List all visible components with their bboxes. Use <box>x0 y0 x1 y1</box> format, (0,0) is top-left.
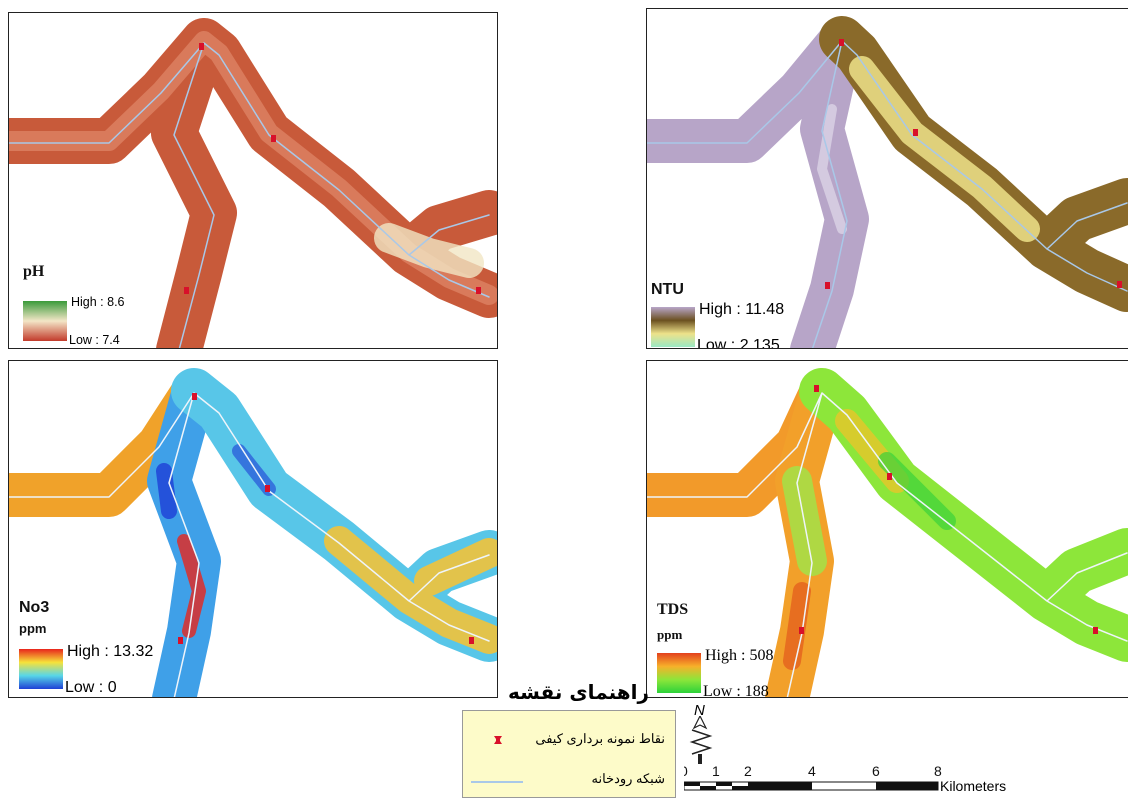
sampling-point <box>1117 281 1122 288</box>
scale-tick-label: 8 <box>934 763 942 779</box>
river-line-icon <box>471 781 523 783</box>
river-network-label: شبکه رودخانه <box>591 771 665 786</box>
map-key-title: راهنمای نقشه <box>508 680 649 704</box>
legend-title: No3 <box>19 599 50 616</box>
ntu-map-svg <box>647 16 1128 348</box>
legend-title: NTU <box>651 281 684 298</box>
ph-legend: pH <box>23 263 44 281</box>
sampling-point <box>199 43 204 50</box>
legend-high: High : 8.6 <box>71 295 125 309</box>
sampling-point <box>1093 627 1098 634</box>
legend-high: High : 508 <box>705 647 774 664</box>
no3-color-ramp <box>19 649 63 689</box>
sampling-point <box>476 287 481 294</box>
map-panel-tds: TDS ppm High : 508 Low : 188 <box>646 360 1128 698</box>
north-arrow-icon <box>689 716 713 764</box>
no3-map-svg <box>9 368 497 697</box>
scale-tick-label: 0 <box>684 763 688 779</box>
legend-unit: ppm <box>657 627 683 642</box>
no3-legend: No3 ppm <box>19 599 49 636</box>
sampling-point <box>184 287 189 294</box>
sampling-point <box>887 473 892 480</box>
ph-map-svg <box>9 18 497 348</box>
sampling-point <box>265 485 270 492</box>
ntu-legend: NTU <box>651 281 684 299</box>
sampling-point <box>814 385 819 392</box>
map-panel-no3: No3 ppm High : 13.32 Low : 0 <box>8 360 498 698</box>
legend-title: pH <box>23 263 45 280</box>
sampling-point-icon <box>494 736 502 744</box>
tds-map-svg <box>647 368 1128 697</box>
map-key: نقاط نمونه برداری کیفی شبکه رودخانه <box>462 710 676 798</box>
legend-high: High : 11.48 <box>699 301 785 318</box>
sampling-point <box>913 129 918 136</box>
map-panel-ntu: NTU High : 11.48 Low : 2.135 <box>646 8 1128 349</box>
legend-unit: ppm <box>19 621 47 636</box>
tds-color-ramp <box>657 653 701 693</box>
scale-units: Kilometers <box>940 778 1007 794</box>
legend-low: Low : 7.4 <box>69 333 120 347</box>
sampling-point <box>839 39 844 46</box>
sampling-point <box>799 627 804 634</box>
key-sampling-points: نقاط نمونه برداری کیفی <box>535 731 665 747</box>
legend-low: Low : 188 <box>703 683 769 698</box>
legend-title: TDS <box>657 601 689 618</box>
scale-tick-label: 4 <box>808 763 816 779</box>
map-panel-ph: pH High : 8.6 Low : 7.4 <box>8 12 498 349</box>
scale-bar-svg: 0 1 2 4 6 8 <box>680 763 942 791</box>
sampling-point <box>178 637 183 644</box>
sampling-point <box>192 393 197 400</box>
scale-tick-label: 1 <box>712 763 720 779</box>
tds-legend: TDS ppm <box>657 601 688 643</box>
legend-high: High : 13.32 <box>67 643 154 660</box>
ntu-color-ramp <box>651 307 695 347</box>
river-line <box>9 42 490 348</box>
sampling-points-label: نقاط نمونه برداری کیفی <box>535 731 665 746</box>
north-arrow: N <box>686 702 716 764</box>
legend-low: Low : 2.135 <box>697 337 780 349</box>
scale-tick-label: 6 <box>872 763 880 779</box>
north-label: N <box>694 702 705 719</box>
sampling-point <box>825 282 830 289</box>
sampling-point <box>469 637 474 644</box>
key-river-network: شبکه رودخانه <box>591 771 665 787</box>
legend-low: Low : 0 <box>65 679 117 696</box>
scale-bar: 0 1 2 4 6 8 Kilometers <box>680 762 1006 797</box>
ph-color-ramp <box>23 301 67 341</box>
sampling-point <box>271 135 276 142</box>
scale-tick-label: 2 <box>744 763 752 779</box>
